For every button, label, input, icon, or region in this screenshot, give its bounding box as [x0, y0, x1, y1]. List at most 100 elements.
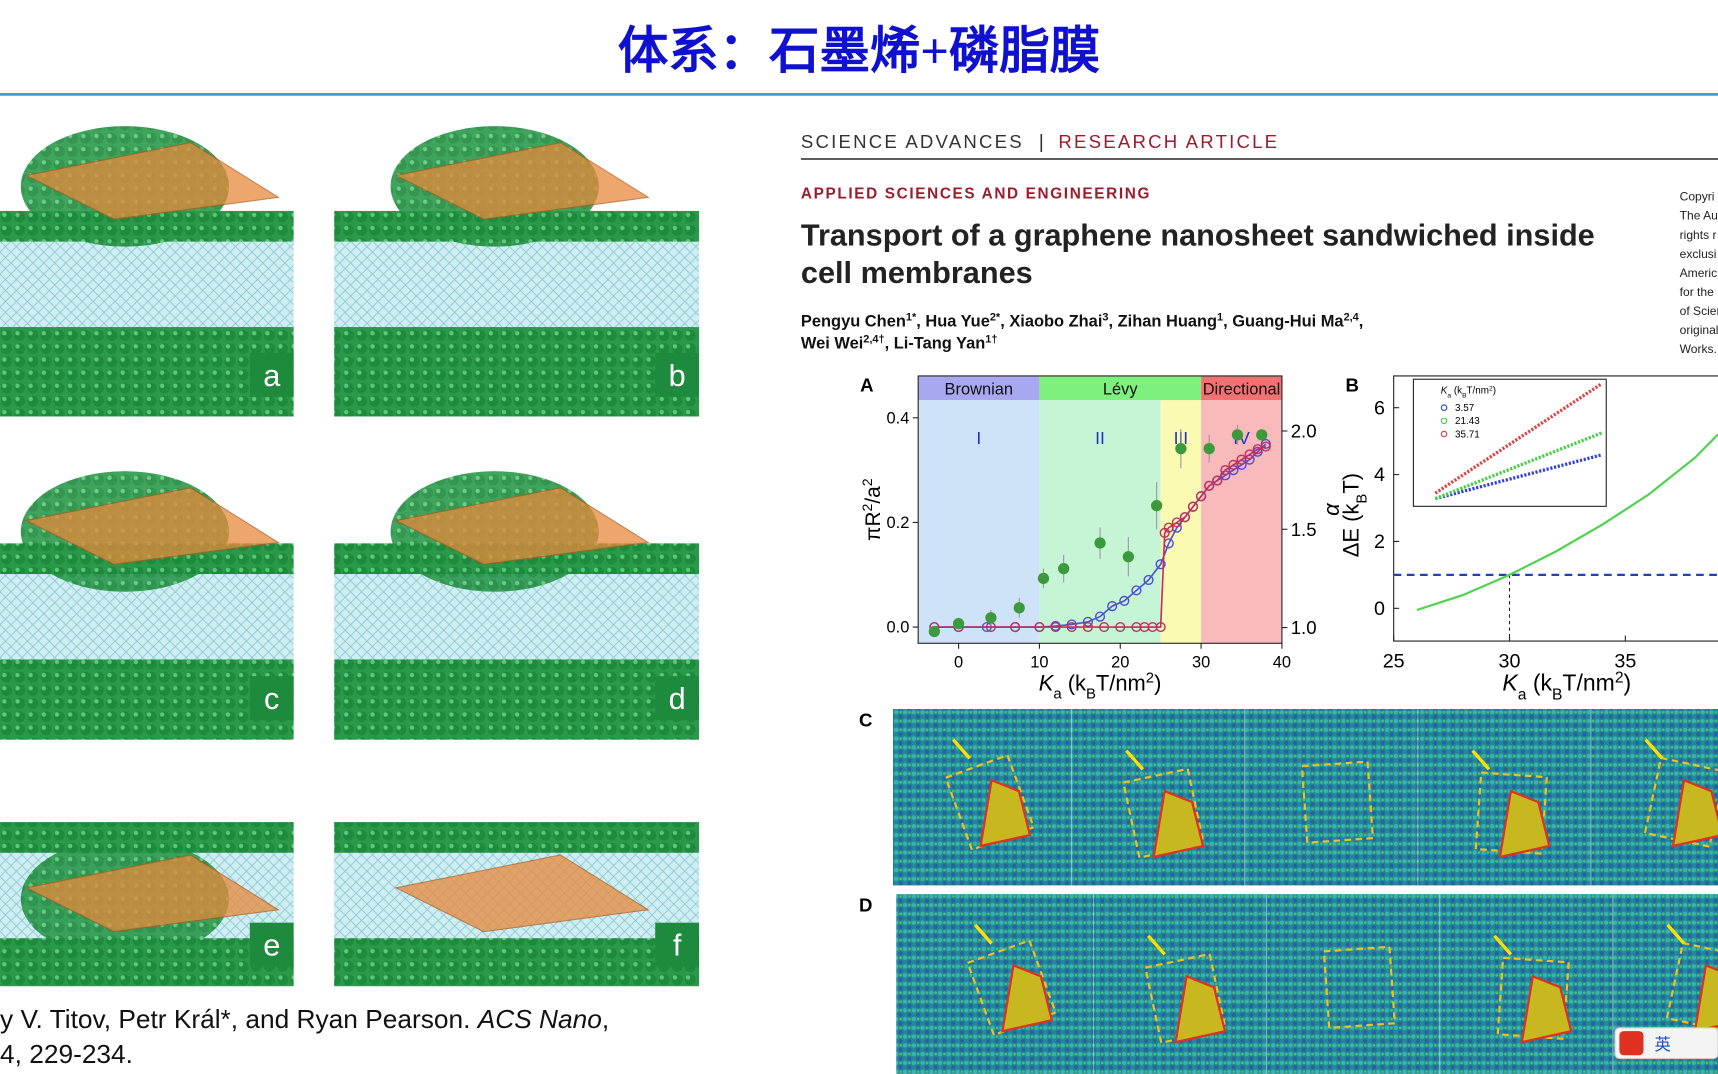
x-axis-label-part: (k	[1062, 670, 1086, 695]
sidebar-line: rights r	[1680, 228, 1717, 242]
data-point	[1131, 585, 1142, 596]
motion-arrow	[951, 738, 971, 760]
x-axis-label-part: B	[1552, 686, 1562, 703]
data-point	[1037, 572, 1050, 585]
lipid-bottom-heads	[334, 659, 700, 740]
x-tick-label: 20	[1111, 653, 1129, 671]
authors: Pengyu Chen1*, Hua Yue2*, Xiaobo Zhai3, …	[801, 312, 1363, 353]
separator: |	[1039, 131, 1044, 153]
data-point	[1115, 621, 1126, 633]
x-axis-label-part: T/nm	[1562, 669, 1614, 695]
article-kind: RESEARCH ARTICLE	[1058, 131, 1279, 152]
data-point	[1195, 491, 1207, 502]
ime-toolbar[interactable]: 英	[1614, 1027, 1718, 1060]
ime-logo[interactable]	[1619, 1031, 1644, 1056]
y-axis-label-part: πR	[862, 511, 885, 540]
motion-arrow	[1644, 738, 1664, 760]
data-point	[1163, 522, 1174, 533]
data-point	[1013, 602, 1025, 614]
panel-label: d	[669, 682, 686, 716]
sidebar-line: Americ	[1680, 266, 1717, 280]
inset-legend-label: 35.71	[1455, 429, 1480, 440]
data-point	[1179, 512, 1191, 523]
inset-legend-label: 21.43	[1455, 416, 1480, 427]
data-point	[1094, 537, 1106, 549]
motion-arrow	[1666, 923, 1686, 945]
x-axis-label-part: a	[1053, 686, 1062, 702]
lipid-bottom-heads	[334, 938, 700, 987]
x-tick-label: 25	[1383, 650, 1405, 672]
y2-tick-label: 1.0	[1291, 617, 1317, 638]
figure-letter: A	[860, 374, 873, 395]
y-tick-label: 4	[1374, 464, 1385, 486]
graphene-sheet	[24, 487, 280, 565]
data-point	[952, 617, 965, 630]
motion-arrow	[1471, 749, 1491, 771]
inset-title-part: B	[1462, 392, 1467, 399]
author-affiliation: 3	[1102, 312, 1108, 324]
data-point	[928, 625, 940, 638]
x-tick-label: 30	[1499, 650, 1521, 672]
citation-journal: ACS Nano	[476, 1004, 602, 1034]
graphene-flake	[979, 778, 1032, 848]
y-axis-label-part: 2	[859, 478, 875, 486]
data-point	[1203, 443, 1215, 455]
sidebar-line: Copyri	[1680, 190, 1715, 204]
simulation-tile: e	[0, 822, 294, 987]
panel-label: e	[263, 929, 280, 963]
plot-frame	[1393, 375, 1718, 642]
y-axis-label-part: T)	[1339, 473, 1364, 494]
x-axis-label-part: K	[1502, 669, 1519, 695]
x-axis-label-part: (k	[1526, 669, 1552, 695]
sidebar-line: exclusi	[1680, 247, 1717, 261]
phase-band	[1039, 375, 1202, 401]
citation-line: 4, 229-234.	[0, 1039, 133, 1069]
y-tick-label: 0.0	[887, 619, 910, 637]
inset-trend	[1434, 453, 1603, 501]
citation-comma: ,	[602, 1004, 609, 1034]
data-point	[1220, 465, 1231, 476]
regime-region	[1039, 400, 1161, 644]
inset-title: Ka (kBT/nm2)	[1441, 385, 1496, 399]
data-point	[1082, 621, 1094, 633]
data-point	[1058, 562, 1070, 575]
data-point	[1034, 621, 1045, 633]
x-tick-label: 40	[1273, 653, 1291, 671]
motion-arrow	[1147, 934, 1166, 956]
graphene-flake	[1174, 974, 1227, 1044]
graphene-sheet	[394, 854, 650, 933]
journal-name: SCIENCE ADVANCES	[801, 131, 1024, 152]
x-tick-label: 0	[954, 653, 963, 671]
x-axis-label-part: 2	[1146, 670, 1154, 686]
y-tick-label: 2	[1374, 531, 1385, 553]
ime-mode[interactable]: 英	[1654, 1036, 1670, 1054]
graphene-sheet	[24, 854, 280, 933]
article-title: cell membranes	[801, 256, 1033, 290]
author-affiliation: 1†	[985, 334, 997, 346]
author-name: , Zihan Huang	[1108, 313, 1217, 331]
data-point	[1228, 459, 1239, 470]
panel-label: c	[264, 682, 279, 716]
author-name: Pengyu Chen	[801, 313, 906, 331]
inset-legend-label: 3.57	[1455, 403, 1474, 414]
energy-curve	[1416, 433, 1718, 612]
lipid-tails	[0, 241, 294, 330]
y-tick-label: 0.4	[887, 409, 910, 427]
graphene-flake	[1520, 974, 1573, 1044]
data-point	[1187, 501, 1199, 512]
y2-tick-label: 2.0	[1291, 421, 1317, 442]
x-axis-label: Ka (kBT/nm2)	[1502, 669, 1631, 703]
graphene-sheet	[24, 141, 280, 220]
data-point	[1236, 454, 1247, 465]
graphene-flake	[1693, 963, 1718, 1033]
lipid-bottom-heads	[0, 659, 294, 740]
x-axis-label: Ka (kBT/nm2)	[1039, 670, 1162, 702]
x-axis-label-part: )	[1154, 670, 1161, 695]
figure-letter: B	[1345, 374, 1358, 395]
data-point	[1155, 621, 1166, 633]
y-axis-label-part: 2	[859, 503, 875, 511]
simulation-tile: b	[334, 126, 700, 417]
y-tick-label: 0.2	[887, 514, 910, 532]
lipid-tails	[334, 241, 700, 330]
x-axis-label-part: 2	[1615, 669, 1624, 686]
